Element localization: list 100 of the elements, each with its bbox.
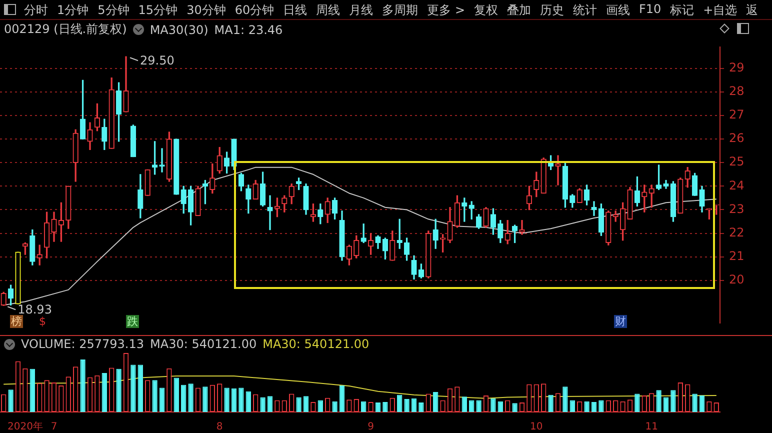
bar (562, 386, 568, 412)
bar (570, 400, 575, 412)
annotation: 18.93 (18, 302, 52, 317)
bar (498, 401, 503, 412)
text: 标记 (670, 2, 694, 19)
text: MA30: 540121.00 (150, 337, 257, 351)
bar (318, 400, 323, 412)
x-tick-label: 7 (50, 422, 58, 433)
bar (692, 394, 698, 412)
bar (548, 394, 554, 412)
bar (30, 368, 35, 412)
bar (303, 396, 309, 412)
bar (656, 390, 662, 412)
bar (8, 390, 14, 412)
annotation: $ (38, 315, 47, 328)
candlestick (591, 201, 597, 216)
bar (260, 397, 266, 412)
annotation: 跌 (126, 315, 139, 328)
text: MA30(30) (150, 22, 208, 36)
chart-title: VOLUME: 257793.13 (21, 337, 144, 351)
bar (699, 395, 705, 412)
chart-title: 002129 (日线.前复权) (4, 21, 127, 38)
candlestick (159, 148, 165, 172)
text: MA30: 540121.00 (262, 337, 370, 351)
bar (663, 397, 669, 412)
text: 30分钟 (186, 2, 226, 19)
bar (332, 401, 338, 412)
text: 60分钟 (234, 2, 274, 19)
y-tick-label: 22 (729, 225, 744, 240)
bar (411, 398, 417, 412)
y-tick-label: 23 (729, 202, 744, 216)
candlestick (267, 195, 273, 230)
text: 月线 (349, 2, 374, 19)
bar (584, 401, 590, 412)
bar (130, 364, 136, 412)
text: MA1: 23.46 (214, 22, 283, 36)
y-tick-label: 26 (729, 131, 744, 146)
text: 15分钟 (138, 2, 178, 19)
text: +自选 (703, 2, 738, 19)
text: 历史 (540, 2, 564, 19)
text: 更多 > (427, 2, 465, 19)
bar (591, 402, 597, 412)
text: F10 (639, 2, 662, 18)
bar (152, 380, 158, 412)
bar (80, 359, 86, 412)
bar (361, 401, 366, 412)
bar (512, 403, 518, 412)
bar (159, 388, 165, 412)
bar (116, 368, 122, 412)
candlestick (519, 220, 525, 235)
y-tick-label: 21 (729, 248, 744, 263)
bar (188, 384, 194, 412)
bar (418, 402, 424, 412)
bar (224, 388, 230, 412)
text: 分时 (24, 2, 48, 19)
y-tick-label: 25 (729, 154, 744, 169)
annotation: 29.50 (140, 54, 174, 68)
bar (202, 386, 208, 412)
bar (102, 373, 107, 412)
x-tick-label: 10 (530, 422, 543, 433)
text: 画线 (606, 2, 630, 19)
x-tick-label: 9 (368, 422, 374, 433)
text: 多周期 (382, 2, 418, 19)
y-tick-label: 20 (729, 272, 744, 287)
x-tick-label: 8 (216, 422, 223, 433)
text: 叠加 (507, 2, 531, 19)
bar (634, 394, 640, 412)
bar (267, 396, 273, 412)
bar (339, 385, 345, 412)
text: 日线 (283, 2, 308, 19)
y-tick-label: 28 (729, 84, 744, 98)
text: 返 (746, 2, 758, 19)
annotation: 榜 (10, 315, 23, 328)
bar (246, 391, 251, 412)
bar (238, 388, 244, 412)
y-tick-label: 29 (729, 60, 744, 75)
text: 统计 (573, 2, 597, 19)
bar (598, 400, 604, 412)
bar (382, 402, 388, 412)
annotation: 财 (614, 315, 627, 328)
y-tick-label: 24 (729, 178, 744, 192)
bar (404, 399, 410, 412)
y-tick-label: 27 (729, 108, 744, 122)
bar (174, 378, 179, 412)
text: 1分钟 (57, 2, 89, 19)
bar (375, 402, 381, 412)
bar (490, 398, 496, 412)
bar (433, 392, 438, 412)
bar (181, 384, 186, 412)
candlestick (555, 155, 561, 186)
bar (138, 364, 143, 412)
text: 5分钟 (98, 2, 130, 19)
bar (462, 396, 467, 412)
bar (476, 400, 482, 412)
x-tick-label: 2020年 (7, 420, 43, 433)
bar (397, 394, 402, 412)
text: 周线 (316, 2, 340, 19)
bar (469, 400, 474, 412)
x-tick-label: 11 (645, 422, 658, 433)
bar (670, 390, 676, 412)
